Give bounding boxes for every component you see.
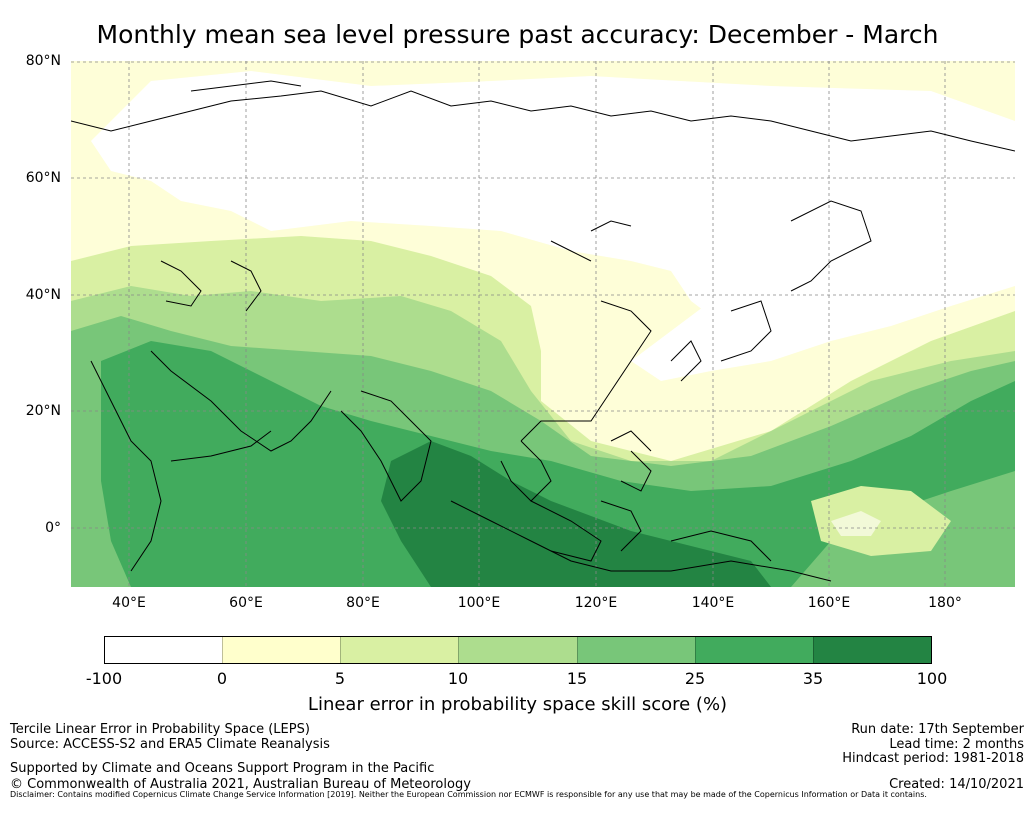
colorbar-tick: -100 (85, 669, 123, 688)
colorbar-label: Linear error in probability space skill … (307, 694, 728, 715)
lat-label-40n: 40°N (25, 287, 61, 303)
colorbar-tick: 0 (216, 669, 228, 688)
colorbar-segment (458, 637, 577, 663)
colorbar-tick: 25 (684, 669, 706, 688)
info-method: Tercile Linear Error in Probability Spac… (10, 722, 310, 737)
region-pacific-patch-white (831, 511, 881, 536)
region-low-skill-east (631, 251, 1015, 381)
disclaimer: Disclaimer: Contains modified Copernicus… (10, 790, 927, 799)
colorbar-segment (812, 637, 931, 663)
lon-label-120e: 120°E (574, 595, 618, 611)
colorbar-tick: 15 (566, 669, 588, 688)
coastlines (71, 80, 1015, 582)
lon-label-40e: 40°E (112, 595, 146, 611)
lat-label-60n: 60°N (25, 170, 61, 186)
skill-score-map (71, 61, 1015, 587)
graticule (71, 61, 1015, 587)
lon-label-80e: 80°E (346, 595, 380, 611)
info-run-date: Run date: 17th September (851, 722, 1024, 737)
region-25-35 (101, 341, 1015, 587)
lon-label-180: 180° (928, 595, 962, 611)
lon-label-60e: 60°E (229, 595, 263, 611)
info-copyright: © Commonwealth of Australia 2021, Austra… (10, 777, 471, 792)
colorbar-tick: 35 (802, 669, 824, 688)
info-created: Created: 14/10/2021 (889, 777, 1024, 792)
info-source: Source: ACCESS-S2 and ERA5 Climate Reana… (10, 737, 330, 752)
region-35-100 (381, 441, 771, 587)
region-low-skill (91, 71, 1015, 331)
lon-label-140e: 140°E (691, 595, 735, 611)
colorbar-tick: 5 (334, 669, 346, 688)
colorbar-segment (694, 637, 813, 663)
lon-label-100e: 100°E (457, 595, 501, 611)
colorbar (104, 636, 932, 664)
info-support: Supported by Climate and Oceans Support … (10, 761, 435, 776)
lat-label-80n: 80°N (25, 53, 61, 69)
colorbar-segment (340, 637, 459, 663)
colorbar-tick: 10 (447, 669, 469, 688)
colorbar-segment (222, 637, 341, 663)
colorbar-segment (105, 637, 223, 663)
lon-label-160e: 160°E (807, 595, 851, 611)
lat-label-20n: 20°N (25, 403, 61, 419)
colorbar-tick: 100 (916, 669, 948, 688)
info-hindcast-period: Hindcast period: 1981-2018 (842, 751, 1024, 766)
map-title: Monthly mean sea level pressure past acc… (96, 20, 939, 49)
colorbar-segment (576, 637, 695, 663)
info-lead-time: Lead time: 2 months (889, 737, 1024, 752)
lat-label-0: 0° (45, 520, 61, 536)
